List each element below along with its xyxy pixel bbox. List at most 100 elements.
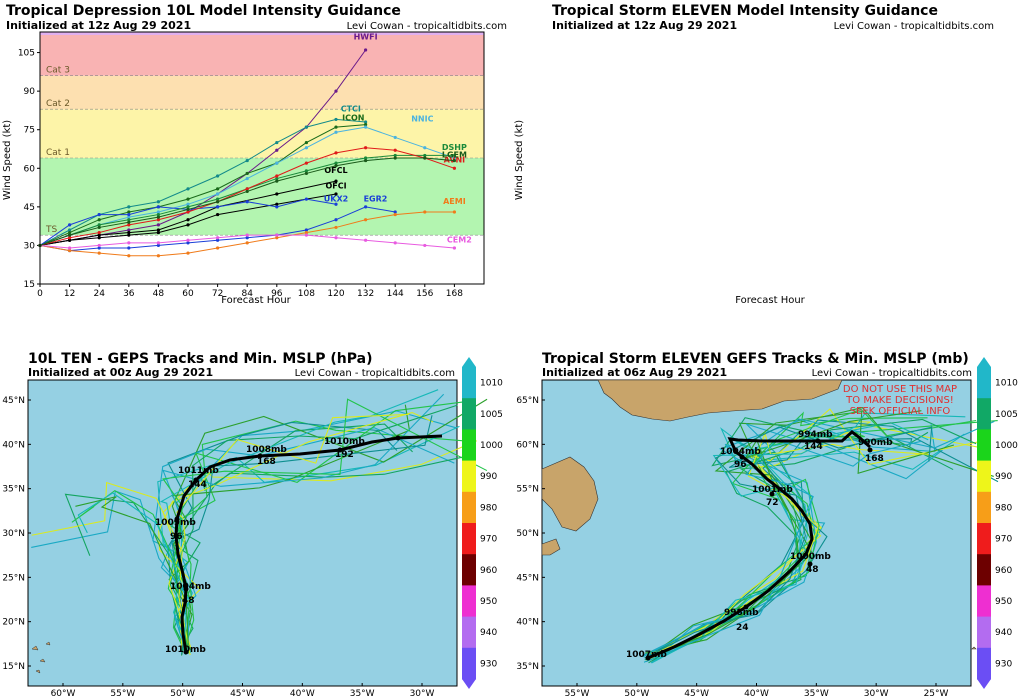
longitude-label: 25°W (924, 689, 949, 697)
data-point (156, 218, 160, 222)
mean-track-labels: 1008mb 1010mb 1011mb 1009mb 1004mb 1010m… (155, 437, 365, 655)
colorbar-label: 1005 (480, 410, 503, 420)
latitude-label: 50°N (516, 529, 539, 539)
pressure-label: 990mb (858, 438, 893, 448)
colorbar-swatch (977, 585, 991, 618)
ensemble-track (650, 411, 928, 655)
track-point (337, 447, 343, 453)
track-point (743, 604, 749, 610)
data-point (156, 228, 160, 232)
ensemble-track (172, 420, 470, 651)
series-label: HWFI (354, 32, 378, 41)
nova-scotia (541, 538, 561, 556)
colorbar-label: 940 (480, 628, 497, 638)
data-point (156, 230, 160, 235)
land (541, 379, 977, 650)
colorbar-label: 940 (995, 628, 1012, 638)
chart-subtitle: Initialized at 12z Aug 29 2021 (6, 19, 191, 32)
colorbar-swatch (977, 554, 991, 586)
data-point (364, 156, 368, 160)
colorbar-label: 950 (480, 597, 497, 607)
colorbar-swatch (462, 460, 476, 493)
x-tick-label: 84 (241, 289, 253, 299)
track-point (257, 453, 263, 459)
data-point (216, 192, 220, 196)
colorbar-swatch (977, 367, 991, 399)
intensity-chart-eleven-svg: Tropical Storm ELEVEN Model Intensity Gu… (514, 3, 994, 306)
data-point (304, 146, 308, 150)
x-tick-label: 168 (446, 289, 463, 299)
latitude-label: 20°N (2, 618, 25, 628)
ensemble-track (651, 410, 922, 657)
data-point (68, 228, 72, 232)
chart-subtitle: Initialized at 12z Aug 29 2021 (552, 19, 737, 32)
data-point (452, 156, 456, 160)
category-band (40, 75, 484, 110)
longitude-label: 40°W (744, 689, 769, 697)
island (45, 641, 51, 646)
pressure-label: 998mb (724, 608, 759, 618)
series-label: UKX2 (324, 194, 348, 203)
island (35, 669, 41, 674)
x-tick-label: 72 (212, 289, 223, 299)
hour-label: 24 (736, 623, 749, 633)
x-tick-label: 36 (123, 289, 135, 299)
data-point (68, 238, 72, 242)
data-point (97, 223, 101, 227)
data-point (393, 241, 397, 245)
map-ocean (27, 379, 458, 687)
map-subtitle: Initialized at 00z Aug 29 2021 (28, 366, 213, 379)
x-tick-label: 120 (327, 289, 344, 299)
track-point (183, 649, 189, 655)
longitude-label: 50°W (170, 689, 195, 697)
ensemble-track (643, 439, 922, 663)
longitude-label: 30°W (864, 689, 889, 697)
colorbar-swatch (977, 491, 991, 524)
data-point (127, 223, 131, 227)
category-band (40, 32, 484, 35)
colorbar-swatch (977, 647, 991, 680)
colorbar-swatch (462, 367, 476, 399)
data-point (186, 223, 190, 227)
data-point (186, 210, 190, 214)
data-point (97, 243, 101, 248)
pressure-label: 1000mb (790, 552, 831, 562)
x-axis-label: Forecast Hour (735, 295, 805, 306)
pressure-label: 1008mb (246, 445, 287, 455)
map-subtitle: Initialized at 06z Aug 29 2021 (542, 366, 727, 379)
data-point (393, 135, 397, 140)
map-credit: Levi Cowan - tropicaltidbits.com (812, 368, 972, 379)
data-point (423, 146, 427, 150)
colorbar-label: 980 (995, 503, 1012, 513)
geps-track-map: 10L TEN - GEPS Tracks and Min. MSLP (hPa… (0, 349, 512, 697)
track-point (395, 435, 401, 441)
colorbar-cap (977, 357, 991, 367)
map-title: 10L TEN - GEPS Tracks and Min. MSLP (hPa… (28, 351, 372, 367)
mean-track-labels: 994mb 990mb 1004mb 1001mb 1000mb 998mb 1… (626, 430, 893, 660)
data-point (156, 212, 160, 217)
series-label: OFCI (325, 181, 346, 190)
data-point (393, 156, 397, 160)
disclaimer-line: TO MAKE DECISIONS! (845, 395, 954, 406)
latitude-label: 60°N (516, 440, 539, 450)
plot-area: TS Cat 1 Cat 2 Cat 3 0 12 24 36 48 60 72 84 96 108 120… (18, 31, 485, 299)
island (31, 645, 39, 651)
colorbar-swatch (462, 398, 476, 430)
latitude-label: 40°N (516, 618, 539, 628)
pressure-colorbar: 1010 1005 1000 990 980 970 960 950 940 930 (977, 357, 1018, 689)
x-tick-label: 60 (182, 289, 194, 299)
plot-frame (39, 31, 485, 285)
longitude-label: 35°W (804, 689, 829, 697)
colorbar-label: 970 (995, 535, 1012, 545)
pressure-label: 1004mb (720, 447, 761, 457)
latitude-label: 65°N (516, 396, 539, 406)
data-point (304, 171, 308, 176)
ensemble-track (644, 426, 933, 659)
data-point (186, 205, 190, 209)
colorbar-label: 1005 (995, 410, 1018, 420)
colorbar-label: 990 (995, 472, 1012, 482)
data-point (68, 233, 72, 237)
hour-label: 96 (170, 532, 183, 542)
intensity-chart-10l: Tropical Depression 10L Model Intensity … (0, 0, 512, 348)
data-point (245, 187, 249, 191)
